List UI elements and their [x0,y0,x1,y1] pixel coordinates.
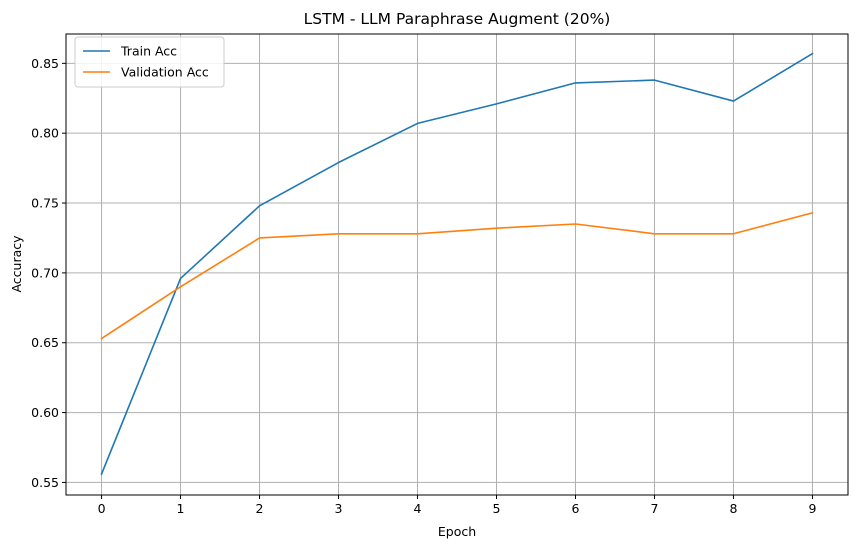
legend: Train Acc Validation Acc [74,36,225,88]
x-tick-label: 9 [808,501,816,516]
x-axis-label: Epoch [438,524,476,539]
series-line-1 [100,211,814,340]
x-tick-label: 8 [729,501,737,516]
y-tick-label: 0.60 [31,405,59,420]
legend-box [74,36,225,88]
y-tick-label: 0.55 [31,475,59,490]
y-tick-label: 0.65 [31,335,59,350]
y-tick-label: 0.80 [31,126,59,141]
x-tick-label: 5 [493,501,501,516]
x-tick-label: 0 [98,501,106,516]
x-tick-label: 7 [650,501,658,516]
chart-title: LSTM - LLM Paraphrase Augment (20%) [304,10,611,28]
y-axis-ticks: 0.55 0.60 0.65 0.70 0.75 0.80 0.85 [31,56,66,490]
x-tick-label: 3 [335,501,343,516]
series-lines [100,52,814,476]
legend-label-1: Validation Acc [121,65,209,80]
x-axis-ticks: 0 1 2 3 4 5 6 7 8 9 [98,495,816,516]
y-tick-label: 0.70 [31,265,59,280]
grid-lines [66,34,848,495]
series-line-0 [100,52,814,476]
x-tick-label: 4 [414,501,422,516]
x-tick-label: 2 [256,501,264,516]
y-tick-label: 0.75 [31,196,59,211]
y-axis-label: Accuracy [9,235,24,293]
legend-label-0: Train Acc [120,44,177,59]
x-tick-label: 6 [572,501,580,516]
x-tick-label: 1 [177,501,185,516]
plot-frame [65,33,849,496]
y-tick-label: 0.85 [31,56,59,71]
